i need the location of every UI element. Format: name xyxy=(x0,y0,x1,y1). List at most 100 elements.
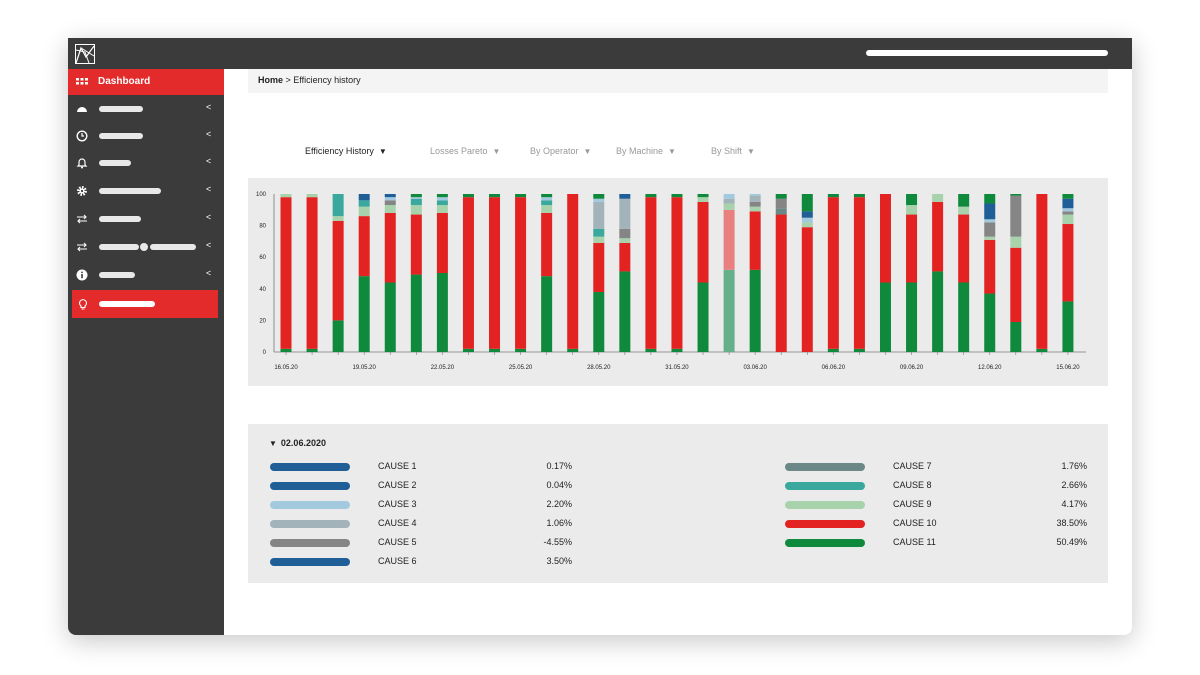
sidebar-item-transfer[interactable]: < xyxy=(68,207,224,231)
sidebar-item-settings[interactable]: < xyxy=(68,179,224,203)
breadcrumb-home[interactable]: Home xyxy=(258,75,284,85)
sidebar-item-gauge[interactable]: < xyxy=(68,97,224,121)
efficiency-chart-panel: 0 20 40 60 80 100 16.05.20 19.05.20 22.05.20 25.0… xyxy=(248,178,1108,386)
bar-segment xyxy=(541,200,553,206)
tab-by-machine[interactable]: By Machine ▼ xyxy=(616,146,676,156)
search-bar[interactable] xyxy=(866,50,1108,56)
bar-segment xyxy=(1036,348,1048,352)
legend-cause-name: CAUSE 1 xyxy=(378,461,417,471)
bar-segment xyxy=(984,203,996,220)
sidebar-item-info[interactable]: < xyxy=(68,263,224,287)
sidebar-item-label xyxy=(99,133,143,139)
bar-segment xyxy=(384,194,396,198)
info-icon xyxy=(76,269,88,281)
tab-losses-pareto[interactable]: Losses Pareto ▼ xyxy=(430,146,500,156)
legend-item: CAUSE 5 -4.55% xyxy=(270,536,590,550)
bar-segment xyxy=(384,200,396,206)
x-tick-label: 16.05.20 xyxy=(274,365,298,371)
bar-segment xyxy=(697,201,709,283)
bar-segment xyxy=(1062,301,1074,352)
y-tick-label: 80 xyxy=(259,224,266,230)
bar-segment xyxy=(489,348,501,352)
bar-segment xyxy=(436,273,448,352)
bar-segment xyxy=(958,194,970,207)
bar-segment xyxy=(1010,194,1022,196)
legend-swatch xyxy=(270,501,350,509)
bar-segment xyxy=(358,200,370,207)
sidebar-item-transfer-2[interactable]: < xyxy=(68,235,224,259)
legend-cause-value: 0.04% xyxy=(546,480,572,490)
caret-down-icon: ▼ xyxy=(269,439,277,448)
x-tick-label: 09.06.20 xyxy=(900,365,924,371)
bar-segment xyxy=(619,228,631,239)
bar-segment xyxy=(332,320,344,352)
sidebar-item-label xyxy=(99,301,155,307)
bar-segment xyxy=(749,194,761,196)
sidebar-item-bell[interactable]: < xyxy=(68,151,224,175)
bar-segment xyxy=(984,222,996,237)
bar-segment xyxy=(1062,194,1074,199)
sidebar-item-clock[interactable]: < xyxy=(68,124,224,148)
legend-date: 02.06.2020 xyxy=(280,438,326,448)
legend-cause-name: CAUSE 11 xyxy=(893,537,936,547)
bar-segment xyxy=(358,216,370,277)
legend-date-toggle[interactable]: ▼ 02.06.2020 xyxy=(269,438,326,448)
legend-swatch xyxy=(270,558,350,566)
legend-swatch xyxy=(270,463,350,471)
bar-segment xyxy=(801,194,813,212)
x-tick-label: 15.06.20 xyxy=(1056,365,1080,371)
bar-segment xyxy=(384,205,396,213)
bar-segment xyxy=(384,282,396,352)
sidebar-item-label xyxy=(99,272,135,278)
bar-segment xyxy=(697,197,709,202)
y-tick-label: 0 xyxy=(263,350,267,356)
cause-legend-panel: ▼ 02.06.2020 CAUSE 1 0.17% CAUSE 2 0.04% CAUS… xyxy=(248,424,1108,583)
x-tick-label: 19.05.20 xyxy=(353,365,377,371)
legend-cause-name: CAUSE 2 xyxy=(378,480,417,490)
chevron-left-icon: < xyxy=(206,184,212,194)
caret-down-icon: ▼ xyxy=(492,147,501,156)
caret-down-icon: ▼ xyxy=(747,147,755,156)
bar-segment xyxy=(671,348,683,352)
bar-segment xyxy=(801,227,813,352)
legend-item: CAUSE 9 4.17% xyxy=(785,498,1105,512)
bar-segment xyxy=(932,194,944,202)
logo-icon[interactable] xyxy=(75,44,95,64)
bar-segment xyxy=(958,206,970,215)
legend-cause-value: 2.20% xyxy=(546,499,572,509)
bar-segment xyxy=(567,348,579,352)
bar-segment xyxy=(984,194,996,204)
legend-item: CAUSE 2 0.04% xyxy=(270,479,590,493)
bell-icon xyxy=(76,158,88,169)
bar-segment xyxy=(827,348,839,352)
bar-segment xyxy=(306,197,318,349)
legend-swatch xyxy=(270,520,350,528)
bar-segment xyxy=(410,205,422,215)
sidebar-item-lightbulb[interactable] xyxy=(72,290,218,318)
bar-segment xyxy=(1036,194,1048,349)
tab-efficiency-history[interactable]: Efficiency History ▼ xyxy=(305,146,387,156)
legend-cause-name: CAUSE 3 xyxy=(378,499,417,509)
bar-segment xyxy=(306,348,318,352)
bar-segment xyxy=(645,197,657,349)
bar-segment xyxy=(749,195,761,202)
bar-segment xyxy=(280,194,292,198)
tab-by-operator[interactable]: By Operator ▼ xyxy=(530,146,591,156)
bar-segment xyxy=(801,211,813,218)
sidebar-item-dashboard[interactable]: Dashboard xyxy=(68,69,224,95)
bar-segment xyxy=(723,194,735,199)
legend-swatch xyxy=(785,520,865,528)
bar-segment xyxy=(1010,321,1022,352)
sidebar-item-dot xyxy=(140,243,148,251)
legend-item: CAUSE 6 3.50% xyxy=(270,555,590,569)
bar-segment xyxy=(280,197,292,349)
tab-label: By Machine xyxy=(616,146,664,156)
bar-segment xyxy=(749,211,761,270)
tab-by-shift[interactable]: By Shift ▼ xyxy=(711,146,755,156)
sidebar-item-label xyxy=(99,160,131,166)
bar-segment xyxy=(984,293,996,352)
bar-segment xyxy=(853,348,865,352)
bar-segment xyxy=(619,198,631,229)
legend-cause-name: CAUSE 10 xyxy=(893,518,937,528)
bar-segment xyxy=(541,276,553,352)
